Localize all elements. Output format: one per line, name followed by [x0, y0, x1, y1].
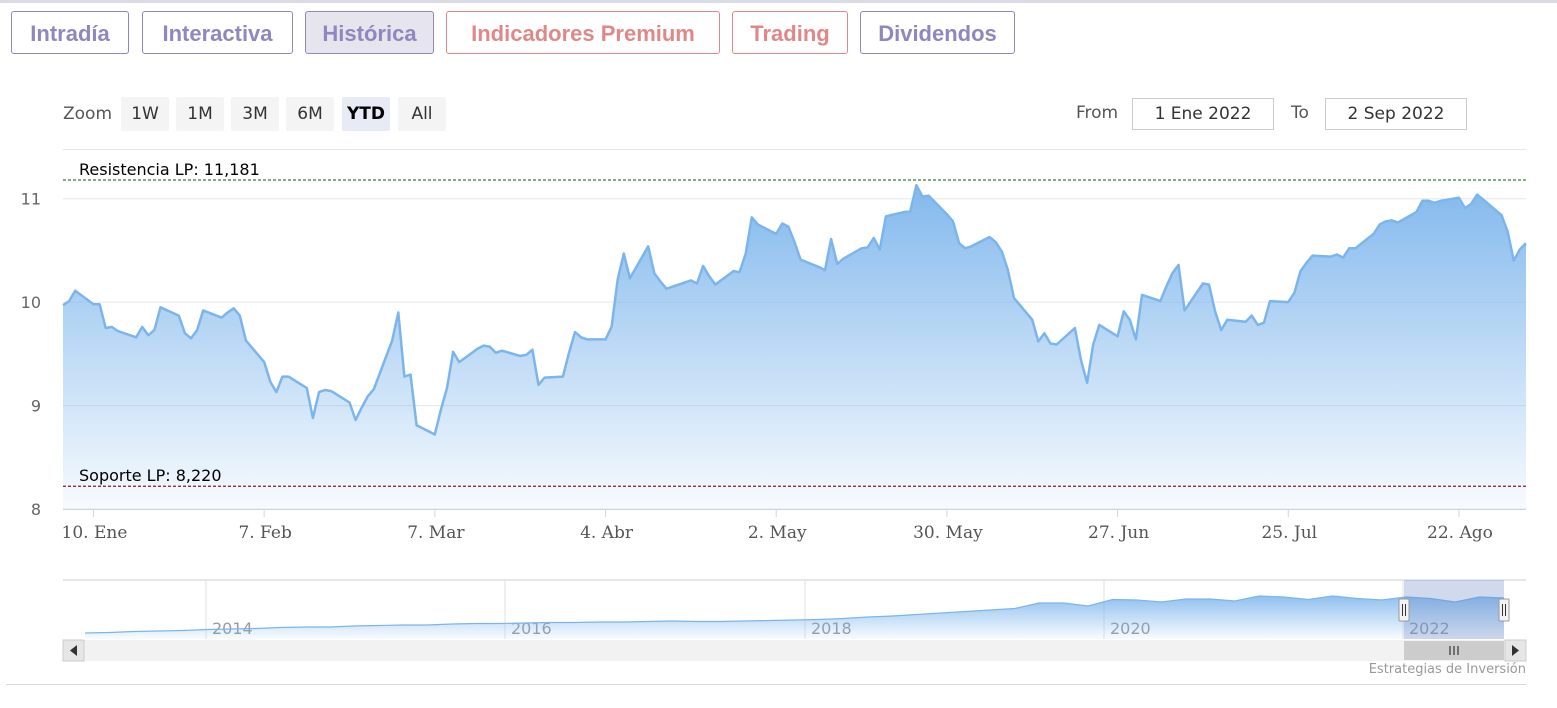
tab-dividendos[interactable]: Dividendos	[860, 11, 1015, 54]
tab-indicadores-premium[interactable]: Indicadores Premium	[446, 11, 720, 54]
navigator[interactable]: 20142016201820202022	[62, 579, 1527, 662]
x-tick-label: 4. Abr	[580, 523, 634, 543]
x-axis: 10. Ene 7. Feb 7. Mar 4. Abr 2. May 30. May 27…	[62, 509, 1493, 543]
navigator-right-handle[interactable]	[1498, 598, 1510, 622]
zoom-3m-button[interactable]: 3M	[231, 97, 279, 131]
support-label: Soporte LP: 8,220	[79, 466, 222, 485]
zoom-label: Zoom	[63, 104, 113, 124]
x-tick-label: 22. Ago	[1427, 523, 1493, 543]
x-tick-label: 10. Ene	[62, 523, 128, 543]
y-tick-label: 9	[31, 397, 41, 416]
x-tick-label: 7. Mar	[407, 523, 465, 543]
range-selector-separator	[63, 149, 1526, 150]
x-tick-label: 7. Feb	[238, 523, 292, 543]
arrow-left-icon	[70, 645, 77, 656]
from-label: From	[1076, 103, 1119, 123]
navigator-selection[interactable]	[1404, 580, 1504, 639]
y-tick-label: 8	[31, 500, 41, 519]
y-tick-label: 10	[21, 293, 41, 312]
price-line[interactable]	[62, 183, 1527, 436]
x-tick-label: 30. May	[913, 523, 983, 543]
navigator-line	[84, 595, 1505, 634]
navigator-left-handle[interactable]	[1398, 598, 1410, 622]
resistance-label: Resistencia LP: 11,181	[79, 160, 260, 179]
to-label: To	[1291, 103, 1309, 123]
x-tick-label: 2. May	[748, 523, 807, 543]
plot-lines: Resistencia LP: 11,181 Soporte LP: 8,220	[63, 160, 1526, 487]
arrow-right-icon	[1512, 645, 1519, 656]
tab-historica[interactable]: Histórica	[305, 11, 434, 54]
price-area	[63, 185, 1526, 509]
navigator-area	[85, 596, 1504, 639]
from-date-input[interactable]: 1 Ene 2022	[1132, 98, 1274, 130]
y-tick-label: 11	[21, 190, 41, 209]
to-date-input[interactable]: 2 Sep 2022	[1325, 98, 1467, 130]
zoom-6m-button[interactable]: 6M	[286, 97, 334, 131]
zoom-ytd-button[interactable]: YTD	[342, 97, 390, 131]
tab-interactiva[interactable]: Interactiva	[142, 11, 293, 54]
credit-text[interactable]: Estrategias de Inversión	[1368, 662, 1526, 677]
zoom-1w-button[interactable]: 1W	[121, 97, 169, 131]
zoom-all-button[interactable]: All	[398, 97, 446, 131]
bottom-border	[6, 684, 1526, 685]
x-tick-label: 27. Jun	[1088, 523, 1149, 543]
tab-trading[interactable]: Trading	[732, 11, 848, 54]
x-tick-label: 25. Jul	[1261, 523, 1317, 543]
y-axis: 8 9 10 11	[21, 190, 41, 519]
zoom-1m-button[interactable]: 1M	[176, 97, 224, 131]
scrollbar-track[interactable]	[63, 640, 1526, 661]
tab-intradia[interactable]: Intradía	[11, 11, 129, 54]
top-border	[0, 0, 1557, 3]
